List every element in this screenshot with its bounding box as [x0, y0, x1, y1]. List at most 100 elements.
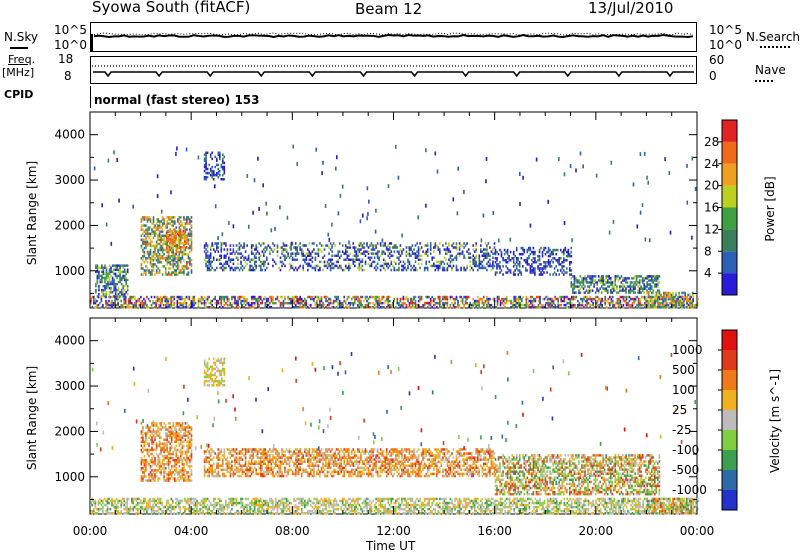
power-cell — [153, 295, 156, 299]
power-data-cells — [90, 144, 699, 309]
power-cell — [228, 303, 230, 307]
power-cell — [222, 306, 224, 309]
power-cell — [552, 301, 555, 305]
power-cell — [216, 301, 218, 305]
power-cell — [142, 224, 144, 227]
power-cell — [420, 297, 423, 301]
power-cell — [487, 306, 490, 309]
power-cell — [117, 303, 119, 307]
vel-cell — [294, 509, 297, 513]
power-cell — [241, 295, 244, 299]
power-cell — [332, 299, 335, 303]
power-cell — [120, 282, 123, 286]
vel-cell — [313, 501, 315, 505]
vel-cell — [194, 501, 197, 505]
power-cell — [263, 260, 265, 264]
power-cell — [148, 236, 150, 239]
power-cell — [446, 299, 449, 303]
power-noise-cell — [170, 190, 172, 195]
power-cell — [299, 295, 301, 299]
power-cell — [267, 262, 270, 266]
power-cell — [358, 297, 361, 301]
power-cell — [376, 295, 379, 299]
power-cell — [664, 291, 667, 295]
power-cell — [521, 299, 523, 303]
power-cell — [472, 303, 474, 307]
power-cell — [384, 268, 386, 272]
power-cell — [551, 301, 553, 305]
power-cell — [480, 244, 482, 247]
power-cell — [539, 297, 541, 301]
power-cell — [169, 273, 171, 276]
vel-cell — [135, 507, 138, 511]
power-cell — [514, 269, 516, 272]
power-cell — [143, 261, 146, 264]
power-noise-cell — [252, 210, 254, 215]
vel-cell — [123, 507, 125, 511]
nave-tick-top: 60 — [709, 53, 725, 67]
power-cell — [158, 242, 161, 246]
power-cell — [630, 306, 632, 309]
power-noise-cell — [93, 166, 96, 171]
power-cell — [255, 260, 257, 264]
power-cell — [164, 248, 167, 252]
power-cell — [623, 277, 626, 280]
power-cell — [414, 306, 417, 309]
power-cell — [111, 295, 113, 299]
power-cell — [413, 252, 415, 255]
power-cell — [165, 299, 168, 303]
power-noise-cell — [328, 237, 331, 242]
power-cell — [525, 295, 528, 299]
power-cell — [546, 299, 549, 303]
power-cell — [637, 299, 640, 303]
power-cell — [328, 301, 330, 305]
power-cell — [260, 297, 262, 301]
power-cell — [189, 228, 191, 231]
power-cell — [628, 295, 631, 299]
power-cell — [472, 268, 474, 272]
power-cell — [361, 306, 364, 309]
power-cell — [290, 299, 292, 303]
power-cell — [308, 303, 311, 307]
power-cell — [446, 301, 449, 305]
power-cell — [173, 301, 176, 305]
power-cell — [323, 303, 326, 307]
power-cell — [256, 297, 259, 301]
power-cell — [626, 285, 629, 288]
power-cell — [402, 264, 405, 268]
power-cell — [481, 306, 484, 309]
power-cell — [304, 301, 306, 305]
power-cell — [512, 271, 515, 274]
vel-cell — [118, 499, 121, 503]
power-noise-cell — [452, 197, 455, 202]
power-cell — [209, 173, 212, 177]
power-cell — [592, 301, 594, 305]
power-cell — [649, 303, 652, 307]
power-cell — [372, 244, 374, 247]
power-cell — [405, 268, 408, 272]
power-cell — [582, 277, 585, 280]
power-cell — [623, 289, 626, 292]
power-cell — [599, 301, 602, 305]
power-cell — [539, 299, 541, 303]
power-cell — [654, 275, 656, 278]
vel-cell — [197, 509, 200, 513]
vel-cell — [378, 503, 380, 507]
power-cell — [580, 297, 582, 301]
power-noise-cell — [492, 210, 495, 215]
power-cell — [260, 260, 262, 264]
vel-cell — [124, 512, 127, 515]
power-cell — [484, 266, 487, 270]
power-cell — [102, 276, 105, 280]
power-cell — [181, 246, 183, 249]
power-cell — [211, 151, 213, 154]
power-cell — [464, 256, 467, 259]
power-cell — [111, 264, 114, 267]
power-cell — [237, 248, 239, 251]
power-cell — [223, 299, 226, 303]
power-cell — [442, 301, 444, 305]
power-cell — [612, 306, 614, 309]
power-cell — [140, 301, 142, 305]
power-cell — [185, 306, 188, 309]
power-cell — [600, 275, 603, 278]
